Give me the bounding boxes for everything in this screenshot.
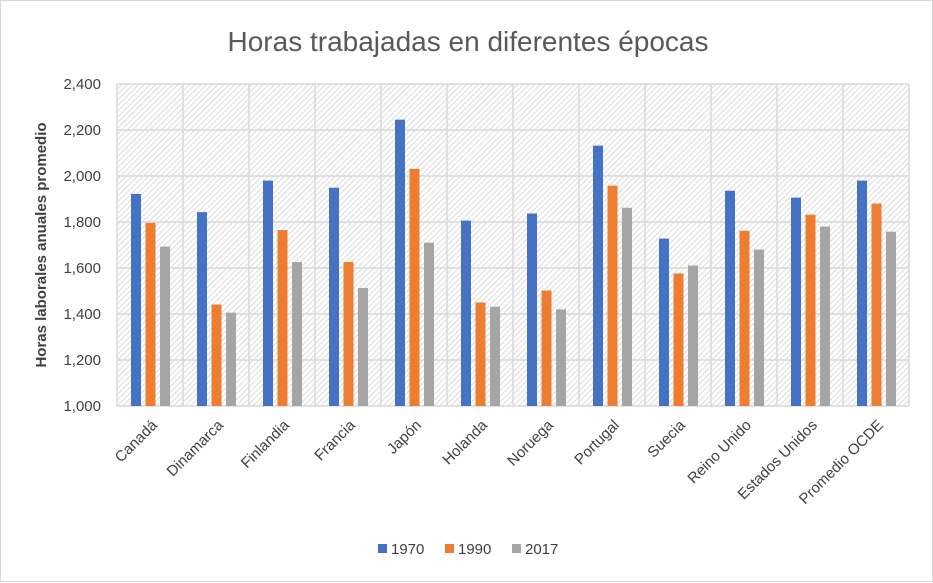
bar-1970 xyxy=(461,220,471,406)
y-tick-label: 1,600 xyxy=(63,260,101,277)
bar-1990 xyxy=(409,168,420,406)
x-tick-label: Portugal xyxy=(571,417,623,469)
bar-1970 xyxy=(725,190,735,406)
bar-1970 xyxy=(263,180,273,406)
y-tick-label: 2,000 xyxy=(63,168,101,185)
legend-label: 1990 xyxy=(458,541,491,558)
bar-1990 xyxy=(673,273,684,406)
bar-2017 xyxy=(622,207,632,406)
y-tick-label: 1,400 xyxy=(63,306,101,323)
legend-label: 1970 xyxy=(391,541,424,558)
bar-2017 xyxy=(688,265,698,406)
bar-2017 xyxy=(820,226,830,406)
legend-label: 2017 xyxy=(525,541,558,558)
bar-2017 xyxy=(292,262,302,406)
legend-swatch-1990 xyxy=(445,544,454,553)
x-tick-label: Finlandia xyxy=(238,416,294,472)
bar-1970 xyxy=(329,187,339,406)
x-tick-label: Japón xyxy=(384,417,425,458)
bar-1970 xyxy=(791,197,801,406)
bar-1990 xyxy=(541,290,552,406)
x-tick-label: Dinamarca xyxy=(164,416,228,480)
bar-1990 xyxy=(739,230,750,406)
bar-1990 xyxy=(145,222,156,406)
x-tick-label: Noruega xyxy=(504,416,557,469)
chart-title: Horas trabajadas en diferentes épocas xyxy=(228,26,709,57)
y-tick-label: 1,000 xyxy=(63,398,101,415)
x-tick-label: Reino Unido xyxy=(684,417,754,487)
x-tick-label: Suecia xyxy=(644,416,689,461)
y-tick-label: 2,200 xyxy=(63,122,101,139)
bar-2017 xyxy=(424,242,434,406)
bar-1990 xyxy=(343,262,354,406)
y-tick-label: 1,200 xyxy=(63,352,101,369)
bar-1990 xyxy=(607,185,618,406)
bar-1970 xyxy=(659,238,669,406)
bar-2017 xyxy=(556,309,566,406)
bar-1990 xyxy=(475,302,486,406)
x-tick-label: Francia xyxy=(311,416,359,464)
legend-swatch-2017 xyxy=(512,544,521,553)
bar-2017 xyxy=(358,288,368,406)
y-axis-label: Horas laborales anuales promedio xyxy=(33,122,50,367)
bar-1990 xyxy=(277,230,288,406)
bar-1990 xyxy=(211,304,222,406)
bar-1970 xyxy=(131,193,141,406)
bar-1970 xyxy=(395,119,405,407)
bar-2017 xyxy=(226,312,236,406)
x-tick-label: Canadá xyxy=(112,416,162,466)
bar-1970 xyxy=(593,145,603,406)
bar-1970 xyxy=(197,212,207,406)
bar-2017 xyxy=(490,306,500,406)
y-tick-label: 1,800 xyxy=(63,214,101,231)
legend-swatch-1970 xyxy=(378,544,387,553)
bar-1970 xyxy=(527,213,537,406)
bar-1990 xyxy=(871,203,882,406)
bar-2017 xyxy=(754,249,764,406)
y-tick-label: 2,400 xyxy=(63,76,101,93)
bar-2017 xyxy=(160,246,170,406)
bar-1970 xyxy=(857,180,867,406)
bar-2017 xyxy=(886,231,896,406)
bar-1990 xyxy=(805,214,816,406)
x-tick-label: Holanda xyxy=(439,416,491,468)
